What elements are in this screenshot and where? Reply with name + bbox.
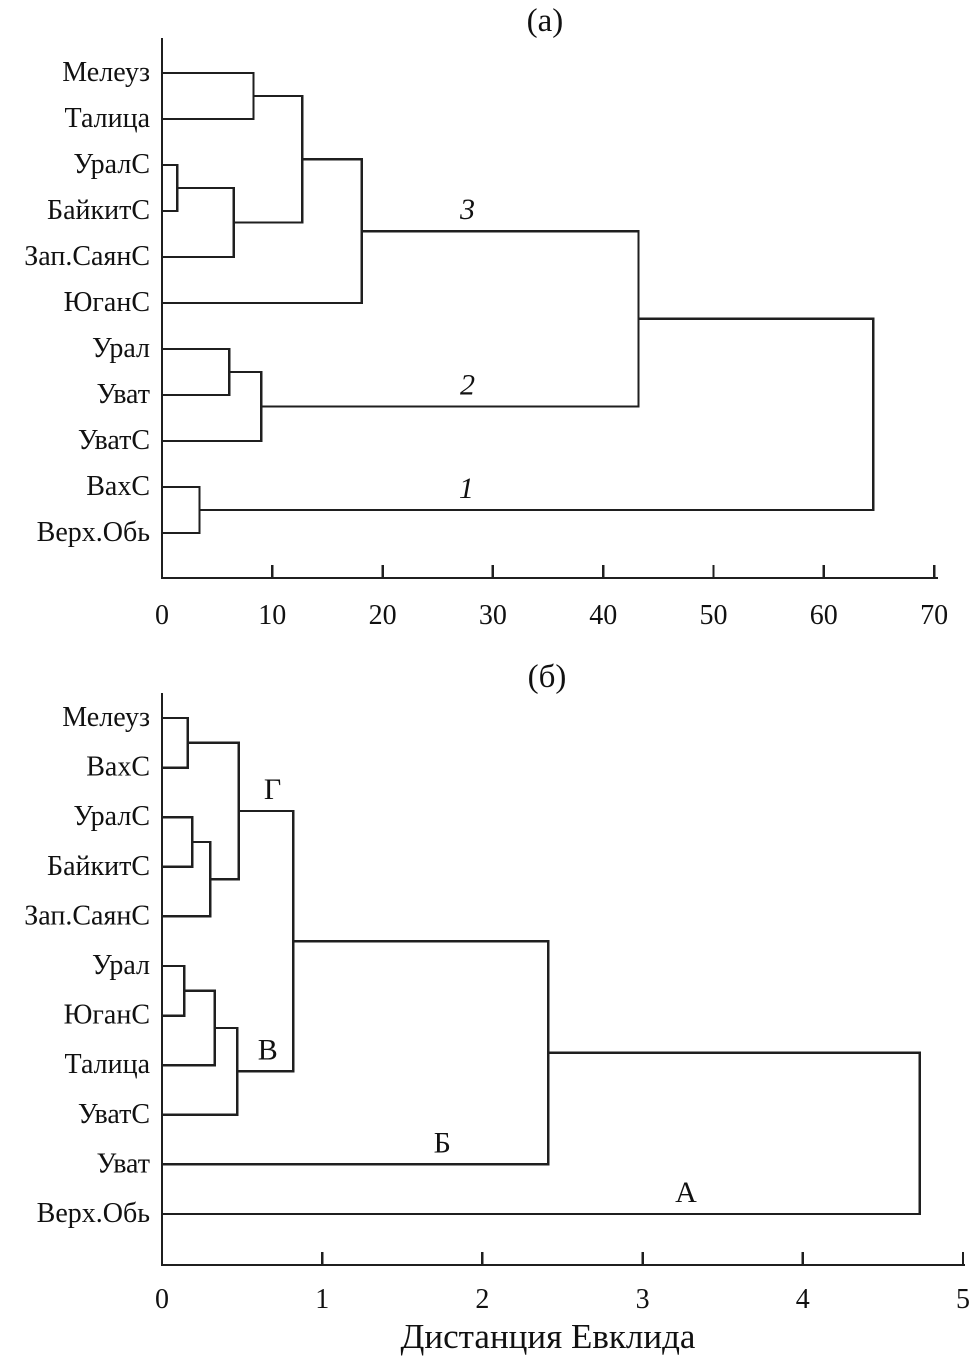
leaf-label: ЮганС: [64, 287, 150, 318]
tick-label: 3: [636, 1284, 650, 1315]
branch: [162, 370, 263, 443]
leaf-label: Урал: [92, 333, 150, 364]
leaf-label: Зап.СаянС: [24, 241, 150, 272]
branch: [233, 94, 304, 224]
tick-label: 60: [810, 600, 838, 631]
cluster-label: 3: [459, 193, 475, 226]
leaf-label: Урал: [92, 950, 150, 981]
leaf-label: Мелеуз: [62, 57, 150, 88]
leaf-label: ВахС: [86, 752, 150, 783]
leaf-label: Талица: [65, 103, 151, 134]
leaf-label: Зап.СаянС: [24, 900, 150, 931]
cluster-label: Б: [434, 1126, 451, 1159]
branch: [162, 163, 179, 213]
cluster-label: В: [258, 1033, 278, 1066]
branch: [162, 1051, 921, 1216]
dendrogram-b: (б) Мелеуз ВахС УралС БайкитС Зап.СаянС Урал Юг…: [24, 659, 970, 1315]
leaf-label: Верх.Обь: [37, 1198, 150, 1229]
branch: [162, 1026, 239, 1116]
leaf-label: Уват: [97, 379, 150, 410]
tick-label: 70: [920, 600, 948, 631]
chart-title: (а): [527, 3, 564, 39]
x-axis-label: Дистанция Евклида: [401, 1317, 696, 1356]
leaf-label: Уват: [97, 1148, 150, 1179]
tick-label: 5: [956, 1284, 970, 1315]
tick-label: 20: [369, 600, 397, 631]
branch: [199, 317, 875, 512]
tick-label: 0: [155, 1284, 169, 1315]
leaf-label: Талица: [65, 1049, 151, 1080]
tick-label: 1: [315, 1284, 329, 1315]
branch: [162, 71, 255, 121]
branch: [162, 485, 201, 535]
leaf-label: БайкитС: [47, 851, 150, 882]
branch: [162, 186, 235, 259]
leaf-label: ВахС: [86, 471, 150, 502]
branch: [261, 230, 640, 408]
cluster-label: 2: [460, 369, 475, 402]
leaf-label: Мелеуз: [62, 702, 150, 733]
tick-label: 40: [589, 600, 617, 631]
chart-title: (б): [528, 659, 567, 695]
cluster-label: Г: [264, 773, 281, 806]
dendrogram-a: (а) Мелеуз Талица УралС БайкитС Зап.СаянС Юган…: [24, 3, 948, 631]
leaf-label: УралС: [73, 149, 150, 180]
tick-label: 30: [479, 600, 507, 631]
branch: [237, 809, 295, 1073]
branch: [162, 158, 363, 305]
branch: [187, 741, 241, 881]
cluster-label: 1: [459, 472, 474, 505]
leaf-label: УватС: [78, 1099, 150, 1130]
axis: [160, 693, 965, 1267]
cluster-label: А: [675, 1176, 697, 1209]
leaf-label: Верх.Обь: [37, 517, 150, 548]
branch: [162, 989, 217, 1067]
tick-label: 50: [700, 600, 728, 631]
branch: [162, 347, 231, 397]
branch: [162, 816, 194, 868]
tick-label: 0: [155, 600, 169, 631]
leaf-label: БайкитС: [47, 195, 150, 226]
tick-label: 2: [475, 1284, 489, 1315]
axis: [160, 38, 938, 580]
branch: [162, 940, 550, 1166]
branch: [162, 964, 186, 1017]
tick-label: 10: [258, 600, 286, 631]
tick-label: 4: [796, 1284, 810, 1315]
branch: [162, 716, 189, 769]
branch: [162, 840, 212, 918]
leaf-label: УралС: [73, 801, 150, 832]
leaf-label: УватС: [78, 425, 150, 456]
leaf-label: ЮганС: [64, 1000, 150, 1031]
